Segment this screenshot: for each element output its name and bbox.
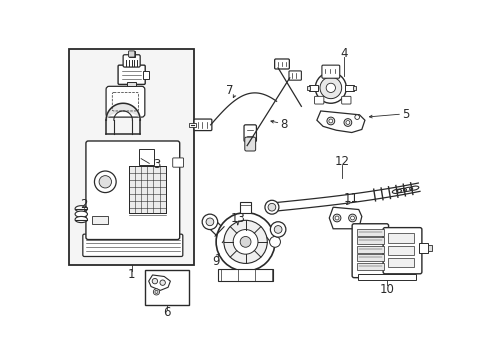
Bar [128, 166, 165, 213]
Circle shape [155, 291, 158, 293]
Bar [189, 122, 196, 127]
Bar [356, 263, 383, 270]
Text: 10: 10 [378, 283, 393, 296]
FancyBboxPatch shape [118, 65, 145, 84]
Bar [128, 51, 135, 57]
Bar [142, 71, 148, 78]
Bar [127, 82, 136, 86]
Circle shape [160, 280, 165, 285]
FancyBboxPatch shape [244, 137, 255, 151]
Text: 4: 4 [340, 48, 347, 60]
Ellipse shape [75, 206, 87, 212]
FancyBboxPatch shape [341, 96, 350, 104]
Circle shape [269, 237, 280, 247]
Circle shape [343, 119, 351, 126]
Bar [387, 233, 413, 243]
Text: 6: 6 [163, 306, 170, 319]
Bar [308, 85, 318, 91]
Circle shape [202, 214, 217, 230]
FancyBboxPatch shape [321, 65, 339, 78]
Bar [418, 243, 427, 253]
Bar [356, 246, 383, 253]
Text: 12: 12 [334, 155, 349, 168]
Bar [356, 237, 383, 244]
Circle shape [319, 77, 341, 99]
Circle shape [270, 222, 285, 237]
Bar [387, 246, 413, 255]
Circle shape [152, 278, 157, 284]
Circle shape [274, 226, 282, 233]
Circle shape [350, 216, 354, 220]
Bar [357, 274, 415, 280]
FancyBboxPatch shape [106, 86, 144, 117]
Circle shape [94, 171, 116, 193]
Bar [144, 270, 189, 305]
Ellipse shape [75, 211, 87, 217]
Circle shape [205, 218, 213, 226]
FancyBboxPatch shape [82, 234, 183, 256]
Circle shape [325, 83, 335, 93]
Bar [138, 149, 154, 165]
Bar [344, 85, 353, 91]
Bar [128, 166, 165, 213]
FancyBboxPatch shape [383, 228, 421, 274]
Circle shape [267, 203, 275, 211]
Bar [356, 229, 383, 236]
FancyBboxPatch shape [86, 141, 179, 239]
FancyBboxPatch shape [128, 51, 135, 57]
Circle shape [326, 117, 334, 125]
Bar [92, 216, 107, 224]
FancyBboxPatch shape [274, 59, 289, 69]
Bar [352, 86, 356, 90]
Bar [218, 269, 272, 281]
Circle shape [233, 230, 258, 254]
FancyBboxPatch shape [194, 119, 211, 131]
Text: 1: 1 [128, 268, 135, 281]
Bar [69, 49, 194, 265]
FancyBboxPatch shape [314, 96, 323, 104]
Circle shape [345, 121, 349, 125]
FancyBboxPatch shape [244, 125, 256, 142]
Text: 9: 9 [212, 255, 220, 268]
FancyBboxPatch shape [288, 71, 301, 80]
Circle shape [264, 200, 278, 214]
Bar [240, 202, 250, 213]
Text: 2: 2 [80, 198, 87, 211]
Bar [306, 86, 309, 90]
Circle shape [240, 237, 250, 247]
Circle shape [99, 176, 111, 188]
Circle shape [153, 289, 159, 295]
FancyBboxPatch shape [123, 55, 140, 67]
Bar [356, 254, 383, 261]
Text: 5: 5 [402, 108, 409, 121]
Polygon shape [316, 111, 364, 132]
Circle shape [334, 216, 338, 220]
Text: 3: 3 [153, 158, 161, 171]
Circle shape [332, 214, 340, 222]
FancyBboxPatch shape [351, 224, 388, 278]
Text: 11: 11 [343, 192, 358, 205]
Circle shape [224, 220, 267, 264]
Circle shape [348, 214, 356, 222]
Circle shape [354, 115, 359, 120]
Bar [427, 245, 431, 251]
FancyBboxPatch shape [172, 158, 183, 167]
Ellipse shape [75, 216, 87, 222]
Text: 8: 8 [280, 118, 287, 131]
Bar [387, 258, 413, 267]
Text: 13: 13 [230, 212, 245, 225]
Polygon shape [328, 207, 361, 229]
Text: 7: 7 [226, 85, 233, 98]
Circle shape [315, 72, 346, 103]
Circle shape [328, 119, 332, 123]
Circle shape [216, 213, 274, 271]
